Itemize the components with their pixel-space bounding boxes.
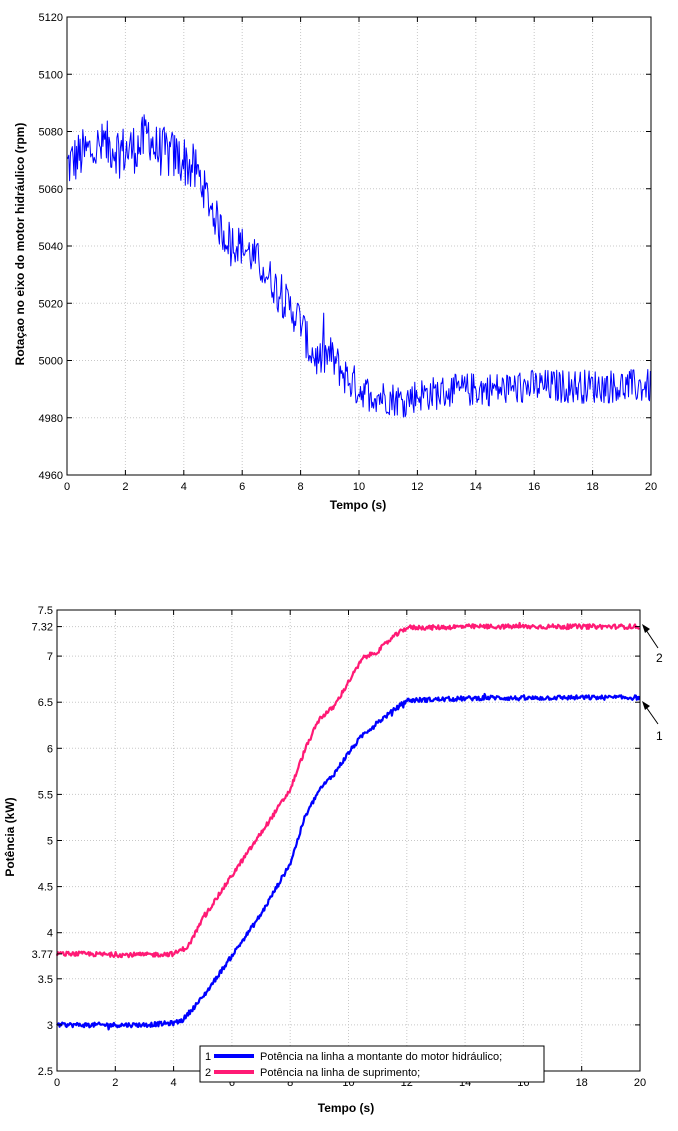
x-tick-label: 0 — [54, 1077, 60, 1089]
y-tick-label: 5000 — [39, 356, 63, 368]
chart2-annotation-2: 2 — [642, 624, 663, 665]
y-tick-label: 5080 — [39, 127, 63, 139]
chart2-annotation-1: 1 — [642, 701, 663, 743]
legend-label-1: Potência na linha a montante do motor hi… — [260, 1051, 502, 1063]
x-tick-label: 0 — [64, 481, 70, 493]
y-tick-label: 4960 — [39, 470, 63, 482]
x-tick-label: 4 — [171, 1077, 177, 1089]
annotation-label-1: 1 — [656, 729, 663, 743]
annotation-label-2: 2 — [656, 651, 663, 665]
y-tick-label: 7.5 — [38, 605, 53, 617]
series-line-1 — [66, 114, 651, 418]
chart1-x-axis-label: Tempo (s) — [330, 498, 386, 512]
y-tick-label: 4 — [47, 928, 53, 940]
y-tick-label: 7 — [47, 651, 53, 663]
y-tick-label: 7.32 — [32, 622, 53, 634]
series-line-2 — [55, 621, 640, 959]
annotation-arrowhead-1 — [642, 701, 650, 710]
chart2-y-axis-label: Potência (kW) — [3, 797, 17, 876]
x-tick-label: 20 — [645, 481, 657, 493]
y-tick-label: 3.77 — [32, 949, 53, 961]
legend-index-1: 1 — [205, 1051, 211, 1063]
y-tick-label: 3.5 — [38, 974, 53, 986]
x-tick-label: 2 — [122, 481, 128, 493]
x-tick-label: 12 — [411, 481, 423, 493]
x-tick-label: 8 — [287, 1077, 293, 1089]
y-tick-label: 5120 — [39, 12, 63, 24]
x-tick-label: 4 — [181, 481, 187, 493]
legend-box — [199, 1045, 545, 1083]
chart1: 0 2 4 6 8 10 12 14 16 18 20 4960 4980 5000 5020 5040 506… — [39, 12, 658, 493]
y-tick-label: 4.5 — [38, 882, 53, 894]
y-tick-label: 5040 — [39, 241, 63, 253]
chart2: 0 2 4 6 8 10 12 14 16 18 202.533.53.7744.555.566.5… — [32, 605, 647, 1089]
x-tick-label: 20 — [634, 1077, 646, 1089]
x-tick-label: 6 — [239, 481, 245, 493]
y-tick-label: 5.5 — [38, 789, 53, 801]
chart2-x-axis-label: Tempo (s) — [318, 1101, 374, 1115]
y-tick-label: 6 — [47, 743, 53, 755]
y-tick-label: 6.5 — [38, 697, 53, 709]
x-tick-label: 8 — [298, 481, 304, 493]
x-tick-label: 18 — [576, 1077, 588, 1089]
x-tick-label: 2 — [112, 1077, 118, 1089]
x-tick-label: 16 — [528, 481, 540, 493]
x-tick-label: 10 — [353, 481, 365, 493]
x-tick-label: 18 — [586, 481, 598, 493]
y-tick-label: 5020 — [39, 298, 63, 310]
x-tick-label: 6 — [229, 1077, 235, 1089]
chart2-legend: 1 Potência na linha a montante do motor … — [199, 1045, 545, 1083]
y-tick-label: 4980 — [39, 413, 63, 425]
y-tick-label: 3 — [47, 1020, 53, 1032]
y-tick-label: 5060 — [39, 184, 63, 196]
chart1-y-axis-label: Rotaçao no eixo do motor hidráulico (rpm… — [13, 123, 27, 366]
annotation-arrowhead-2 — [642, 624, 650, 633]
legend-index-2: 2 — [205, 1067, 211, 1079]
legend-label-2: Potência na linha de suprimento; — [260, 1067, 420, 1079]
x-tick-label: 14 — [470, 481, 482, 493]
y-tick-label: 2.5 — [38, 1066, 53, 1078]
y-tick-label: 5 — [47, 836, 53, 848]
y-tick-label: 5100 — [39, 69, 63, 81]
series-line-1 — [56, 692, 641, 1031]
